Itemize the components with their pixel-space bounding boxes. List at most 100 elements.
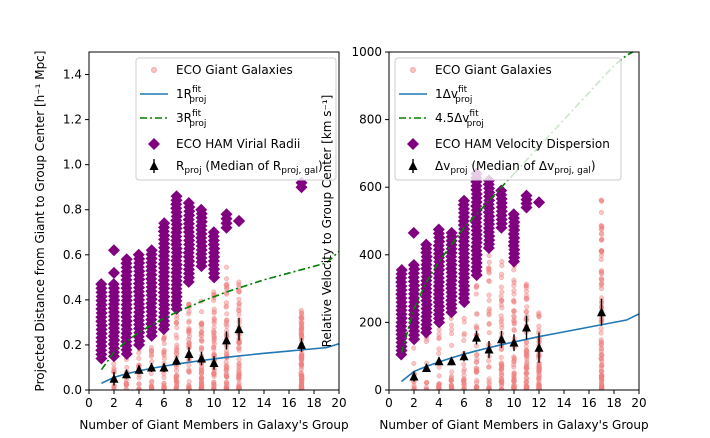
p1-y-tick-label: 1.0 xyxy=(63,158,82,172)
p1-giant-point xyxy=(223,362,230,368)
p2-x-tick-label: 2 xyxy=(410,396,418,410)
p2-giant-point xyxy=(461,377,467,383)
p1-median-marker xyxy=(209,357,219,367)
p1-giant-point xyxy=(211,333,217,339)
p1-x-tick-label: 0 xyxy=(85,396,93,410)
p2-giant-point xyxy=(474,369,480,375)
p2-giant-point xyxy=(486,358,492,364)
p1-virial-marker xyxy=(170,190,183,203)
p1-giant-point xyxy=(173,385,179,390)
p2-legend-tail-sub: proj, gal xyxy=(554,166,591,176)
p1-giant-point xyxy=(224,351,230,357)
p1-x-tick-label: 16 xyxy=(281,396,296,410)
p1-x-tick-label: 6 xyxy=(160,396,168,410)
p2-giant-point xyxy=(523,283,529,289)
p2-giant-point xyxy=(461,319,467,325)
p1-giant-point xyxy=(236,304,242,310)
p1-legend-label-3: 3Rfit proj xyxy=(176,109,206,129)
p2-giant-point xyxy=(486,321,492,327)
p2-x-tick-label: 8 xyxy=(485,396,493,410)
p2-giant-point xyxy=(524,304,530,310)
p1-y-tick-label: 0.4 xyxy=(63,293,82,307)
p2-median-marker xyxy=(497,334,506,344)
p2-giant-point xyxy=(499,262,505,269)
p2-giant-point xyxy=(448,385,454,390)
p1-median-marker xyxy=(197,353,206,363)
p2-giant-point xyxy=(599,377,605,383)
p1-giant-point xyxy=(199,320,205,326)
p2-giant-point xyxy=(473,291,479,297)
p2-giant-point xyxy=(486,376,492,382)
p1-giant-point xyxy=(199,321,205,327)
p2-giant-point xyxy=(599,268,605,274)
p2-giant-point xyxy=(511,385,517,390)
p2-giant-point xyxy=(498,313,504,319)
p1-virial-marker xyxy=(120,253,133,266)
p1-virial-marker xyxy=(107,278,120,291)
p1-giant-point xyxy=(123,381,129,387)
p1-legend-label-4: ECO HAM Virial Radii xyxy=(176,137,300,151)
p1-giant-point xyxy=(211,306,217,312)
p2-y-axis-label: Relative Velocity to Group Center [km s⁻… xyxy=(320,95,334,348)
p1-giant-point xyxy=(148,349,154,355)
p2-giant-point xyxy=(486,265,492,271)
p1-median-marker xyxy=(134,364,144,374)
p2-legend-text: ECO HAM Velocity Dispersion xyxy=(435,137,610,151)
p1-giant-point xyxy=(161,340,167,347)
p2-giant-point xyxy=(511,298,517,304)
p1-giant-point xyxy=(173,332,179,338)
p2-legend-text: 4.5Δv xyxy=(435,111,469,125)
p1-median-marker xyxy=(147,362,156,372)
p2-giant-point xyxy=(498,293,504,299)
p2-legend-text: 1Δv xyxy=(435,87,458,101)
p2-giant-point xyxy=(598,337,604,343)
p1-giant-point xyxy=(236,365,242,371)
p2-x-tick-label: 12 xyxy=(531,396,546,410)
p2-giant-point xyxy=(511,313,517,319)
p1-x-tick-label: 10 xyxy=(206,396,221,410)
p2-legend-sup: fit xyxy=(469,109,479,119)
p1-giant-point xyxy=(224,311,230,317)
p2-giant-point xyxy=(461,332,467,338)
p2-giant-point xyxy=(598,326,604,332)
p1-giant-point xyxy=(174,347,180,353)
p2-giant-point xyxy=(498,271,505,277)
p2-giant-point xyxy=(474,311,480,317)
p2-x-tick-label: 14 xyxy=(556,396,571,410)
p2-giant-point xyxy=(523,288,529,294)
p2-giant-point xyxy=(498,372,505,378)
p2-giant-point xyxy=(598,355,604,361)
p2-legend-label-5: Δvproj (Median of Δvproj, gal) xyxy=(435,159,596,176)
p1-legend-label-5: Rproj (Median of Rproj, gal) xyxy=(176,159,323,176)
p1-giant-point xyxy=(199,386,205,390)
p1-giant-point xyxy=(211,373,217,380)
p1-giant-point xyxy=(236,363,242,370)
p1-giant-point xyxy=(174,380,180,386)
p2-giant-point xyxy=(498,284,504,290)
p1-y-tick-label: 0.8 xyxy=(63,203,82,217)
p2-median-marker xyxy=(409,371,419,381)
p1-giant-point xyxy=(199,332,205,339)
p2-median-marker xyxy=(484,344,494,354)
p2-giant-point xyxy=(524,383,530,389)
p2-legend-label-3: 4.5Δvfit proj xyxy=(435,109,484,129)
p2-giant-point xyxy=(436,373,442,379)
p1-x-tick-label: 18 xyxy=(306,396,321,410)
p1-giant-point xyxy=(299,316,305,322)
p1-giant-point xyxy=(174,345,180,351)
p1-giant-point xyxy=(198,375,205,381)
p1-giant-point xyxy=(211,320,217,326)
p1-giant-point xyxy=(174,335,180,341)
p2-giant-point xyxy=(598,256,604,263)
p2-median-marker xyxy=(534,342,544,352)
p1-giant-point xyxy=(198,382,204,388)
p2-giant-point xyxy=(436,385,442,390)
p1-giant-point xyxy=(199,345,205,351)
p1-giant-point xyxy=(148,385,154,390)
p1-giant-point xyxy=(186,362,192,368)
p2-giant-point xyxy=(511,382,517,388)
p1-giant-point xyxy=(211,341,217,347)
p1-giant-point xyxy=(223,282,229,288)
p1-giant-point xyxy=(299,310,305,316)
